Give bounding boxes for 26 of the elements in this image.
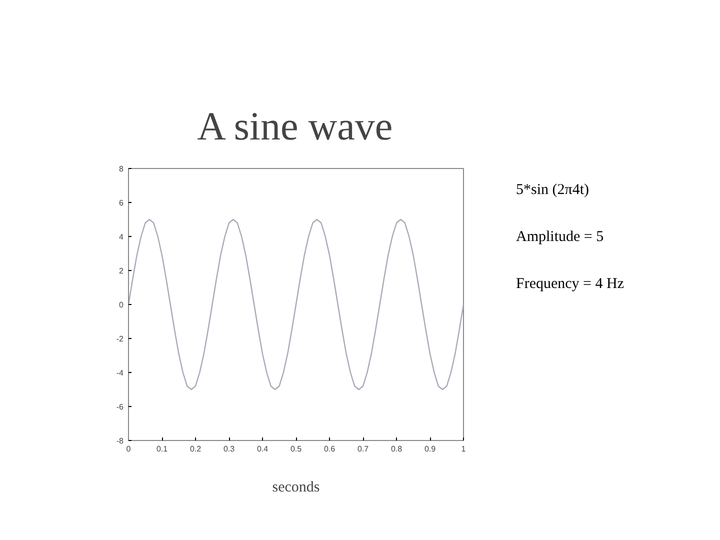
y-tick-label: -2 [116, 334, 124, 344]
y-tick-label: 6 [119, 198, 124, 208]
line-series [128, 218, 464, 390]
text: 5*sin (2π4t) [516, 181, 589, 200]
x-tick-label: 0.8 [390, 444, 403, 454]
y-tick-label: 0 [119, 300, 124, 310]
y-tick-label: -8 [116, 436, 124, 446]
x-tick-label: 0.9 [424, 444, 436, 454]
x-tick-label: 0.2 [190, 444, 202, 454]
y-tick-label: -6 [116, 402, 124, 412]
y-tick-label: 2 [119, 266, 124, 276]
chart-title: A sine wave [197, 104, 393, 148]
x-tick-label: 0.7 [357, 444, 370, 454]
x-axis-title: seconds [272, 480, 320, 496]
x-tick-label: 0.4 [256, 444, 269, 454]
y-tick-label: 8 [119, 164, 124, 174]
x-tick-label: 0 [126, 444, 132, 454]
x-tick-label: 0.5 [290, 444, 302, 454]
x-tick-label: 0.1 [156, 444, 168, 454]
x-tick-label: 0.6 [324, 444, 336, 454]
x-tick-label: 0.3 [223, 444, 236, 454]
y-tick-label: 4 [119, 232, 124, 242]
text: Amplitude = 5 [516, 228, 604, 247]
x-tick-label: 1 [461, 444, 466, 454]
y-tick-label: -4 [116, 368, 124, 378]
text: Frequency = 4 Hz [516, 275, 624, 294]
